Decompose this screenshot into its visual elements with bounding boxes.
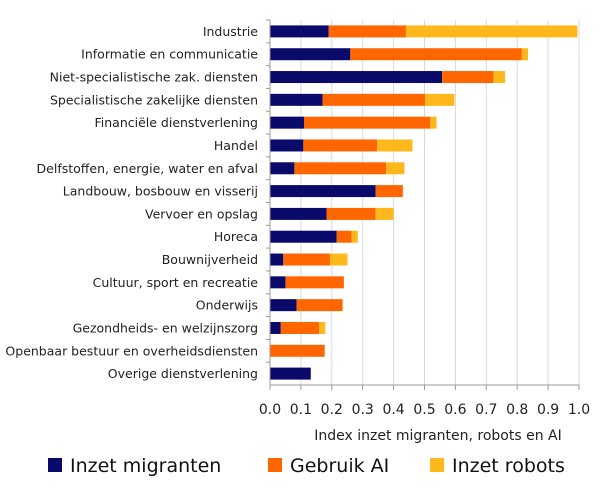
bar-inzet-migranten [270,207,327,220]
bar-inzet-robots [329,253,348,266]
bar-inzet-migranten [270,139,304,152]
bar-inzet-robots [351,230,358,243]
x-tick-label: 0.8 [506,402,528,418]
category-label: Financiële dienstverlening [94,115,258,130]
x-tick-label: 0.0 [259,402,281,418]
bar-inzet-migranten [270,367,311,380]
category-label: Horeca [214,229,258,244]
bar-gebruik-ai [296,299,343,312]
bars [270,25,578,380]
bar-gebruik-ai [283,253,330,266]
bar-inzet-migranten [270,185,376,198]
legend-swatch [268,458,282,472]
bar-gebruik-ai [336,230,352,243]
x-tick-label: 0.1 [290,402,312,418]
category-label: Gezondheids- en welzijnszorg [73,320,258,335]
category-label: Landbouw, bosbouw en visserij [63,184,258,199]
bar-inzet-migranten [270,162,295,175]
x-tick-label: 0.6 [444,402,466,418]
bar-inzet-migranten [270,230,337,243]
category-label: Vervoer en opslag [145,206,258,221]
category-label: Niet-specialistische zak. diensten [50,70,258,85]
x-tick-label: 0.3 [352,402,374,418]
bar-gebruik-ai [375,185,403,198]
category-label: Bouwnijverheid [162,252,258,267]
x-tick-label: 0.9 [537,402,559,418]
category-label: Onderwijs [196,298,258,313]
legend-label: Inzet robots [452,455,565,477]
bar-inzet-robots [375,207,394,220]
category-label: Industrie [203,24,258,39]
legend: Inzet migranten Gebruik AI Inzet robots [48,455,565,477]
legend-swatch [48,458,62,472]
bar-gebruik-ai [328,25,406,38]
legend-swatch [430,458,444,472]
bar-gebruik-ai [270,344,325,357]
bar-gebruik-ai [322,93,426,106]
bar-gebruik-ai [350,48,522,61]
bar-inzet-robots [386,162,405,175]
legend-item: Gebruik AI [268,455,389,477]
x-tick-label: 0.7 [475,402,497,418]
bar-inzet-robots [319,321,326,334]
bar-inzet-robots [405,25,578,38]
bar-inzet-robots [425,93,455,106]
x-axis: 0.0 0.1 0.2 0.3 0.4 0.5 0.6 0.7 0.8 0.9 1.0 [259,19,590,418]
bar-inzet-migranten [270,276,286,289]
bar-gebruik-ai [285,276,344,289]
bar-gebruik-ai [294,162,387,175]
bar-inzet-migranten [270,48,351,61]
x-tick-label: 0.5 [413,402,435,418]
bar-inzet-migranten [270,93,323,106]
category-label: Handel [214,138,258,153]
category-labels: Industrie Informatie en communicatie Niet-… [5,24,258,381]
bar-gebruik-ai [303,116,431,129]
category-label: Overige dienstverlening [108,366,258,381]
bar-inzet-robots [377,139,413,152]
bar-inzet-migranten [270,253,284,266]
bar-inzet-robots [430,116,437,129]
category-label: Informatie en communicatie [81,47,258,62]
bar-gebruik-ai [326,207,376,220]
bar-gebruik-ai [442,71,494,84]
bar-gebruik-ai [303,139,378,152]
category-label: Delfstoffen, energie, water en afval [37,161,258,176]
category-label: Cultuur, sport en recreatie [93,275,259,290]
legend-label: Inzet migranten [70,455,221,477]
legend-label: Gebruik AI [290,455,389,477]
bar-inzet-migranten [270,71,443,84]
bar-inzet-migranten [270,116,304,129]
bar-inzet-migranten [270,25,329,38]
x-tick-label: 0.2 [321,402,343,418]
bar-inzet-robots [493,71,506,84]
bar-inzet-robots [521,48,529,61]
x-tick-label: 1.0 [568,402,590,418]
legend-item: Inzet migranten [48,455,221,477]
bar-inzet-migranten [270,321,281,334]
category-label: Openbaar bestuur en overheidsdiensten [5,343,258,358]
bar-inzet-migranten [270,299,297,312]
x-axis-title: Index inzet migranten, robots en AI [314,428,562,444]
legend-item: Inzet robots [430,455,565,477]
bar-gebruik-ai [280,321,320,334]
category-label: Specialistische zakelijke diensten [50,92,258,107]
x-tick-label: 0.4 [382,402,404,418]
